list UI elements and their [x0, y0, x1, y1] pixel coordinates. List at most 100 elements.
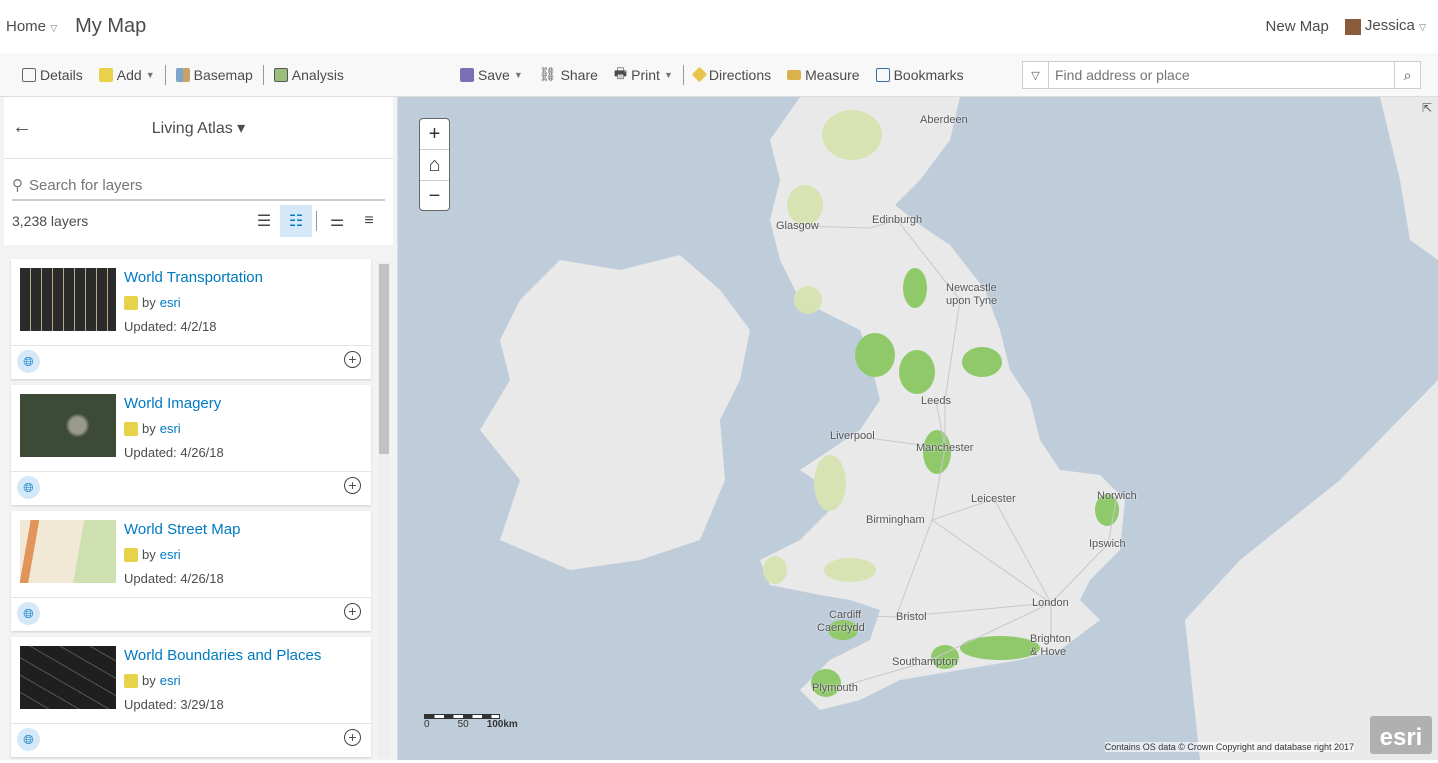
globe-icon[interactable]: 🌐︎ — [17, 476, 40, 499]
layer-type-icon — [124, 421, 138, 436]
link-icon: ⛓ — [538, 66, 557, 82]
home-extent-button[interactable]: ⌂ — [420, 150, 449, 181]
layer-thumbnail[interactable] — [20, 646, 116, 709]
home-label: Home — [6, 17, 47, 35]
globe-icon[interactable]: 🌐︎ — [17, 350, 40, 373]
print-label: Print — [631, 66, 660, 83]
back-arrow-icon[interactable]: ← — [12, 116, 32, 138]
panel-search: ⚲ 3,238 layers ☰ ☷ ⚌ ≡ — [4, 159, 393, 245]
scale-bar: 0 50 100km — [424, 714, 518, 730]
city-label: Cardiff — [829, 609, 862, 621]
globe-icon[interactable]: 🌐︎ — [17, 602, 40, 625]
updated-date: Updated: 4/26/18 — [124, 571, 224, 586]
zoom-out-button[interactable]: − — [428, 185, 441, 207]
search-button[interactable]: ⌕ — [1394, 62, 1420, 88]
add-layer-button[interactable]: + — [344, 729, 361, 746]
scale-label: 50 — [457, 719, 469, 730]
directions-button[interactable]: Directions — [686, 67, 779, 83]
layer-card: World Boundaries and Places by esri Updat… — [11, 637, 371, 757]
globe-icon[interactable]: 🌐︎ — [17, 728, 40, 751]
measure-button[interactable]: Measure — [779, 67, 867, 83]
basemap-label: Basemap — [193, 66, 253, 83]
owner-link[interactable]: esri — [159, 673, 181, 688]
share-button[interactable]: ⛓ Share — [531, 66, 606, 83]
by-label: by — [142, 421, 156, 436]
esri-logo[interactable]: esri — [1370, 716, 1432, 754]
directions-label: Directions — [708, 66, 772, 83]
by-label: by — [142, 295, 156, 310]
by-label: by — [142, 673, 156, 688]
layer-type-icon — [124, 547, 138, 562]
layer-thumbnail[interactable] — [20, 394, 116, 457]
city-label: Brighton — [1030, 633, 1071, 645]
search-source-dropdown[interactable]: ▽ — [1023, 62, 1049, 88]
detail-view-button[interactable]: ☷ — [280, 205, 312, 237]
layer-card: World Street Map by esri Updated: 4/26/18… — [11, 511, 371, 631]
layer-search-input[interactable] — [29, 176, 385, 194]
filter-button[interactable]: ⚌ — [329, 213, 345, 230]
address-search-input[interactable] — [1049, 62, 1394, 88]
chevron-down-icon: ▼ — [145, 69, 155, 80]
by-label: by — [142, 547, 156, 562]
city-label: Newcastle — [946, 282, 997, 294]
add-layer-button[interactable]: + — [344, 351, 361, 368]
expand-icon[interactable]: ⇱ — [1421, 101, 1432, 115]
layer-thumbnail[interactable] — [20, 268, 116, 331]
city-label: Leeds — [921, 395, 951, 407]
layer-owner: by esri — [124, 295, 181, 310]
city-label: Liverpool — [830, 430, 875, 442]
layer-owner: by esri — [124, 673, 181, 688]
print-button[interactable]: 🖶 Print ▼ — [606, 63, 681, 87]
analysis-label: Analysis — [291, 66, 344, 83]
layer-card: World Imagery by esri Updated: 4/26/18 🌐︎… — [11, 385, 371, 505]
layer-title[interactable]: World Imagery — [124, 395, 222, 412]
owner-link[interactable]: esri — [159, 421, 181, 436]
norway-land — [1380, 97, 1438, 260]
updated-date: Updated: 4/2/18 — [124, 319, 217, 334]
attribution[interactable]: Contains OS data © Crown Copyright and d… — [1104, 742, 1354, 752]
living-atlas-dropdown[interactable]: Living Atlas ▾ — [151, 119, 246, 137]
new-map-link[interactable]: New Map — [1265, 17, 1329, 35]
basemap-button[interactable]: Basemap — [168, 67, 261, 83]
city-label: Bristol — [896, 611, 927, 623]
add-icon — [98, 67, 113, 82]
scrollbar[interactable] — [378, 262, 390, 757]
owner-link[interactable]: esri — [159, 547, 181, 562]
add-button[interactable]: Add ▼ — [91, 67, 163, 83]
analysis-button[interactable]: Analysis — [266, 67, 352, 83]
city-label: Southampton — [892, 656, 958, 668]
layer-owner: by esri — [124, 547, 181, 562]
user-menu[interactable]: Jessica ▽ — [1344, 17, 1426, 35]
zoom-in-button[interactable]: + — [420, 119, 449, 150]
panel-header: ← Living Atlas ▾ — [4, 97, 393, 159]
city-label: Aberdeen — [920, 114, 968, 126]
chevron-down-icon: ▼ — [663, 69, 673, 80]
save-icon — [459, 67, 474, 82]
roads — [796, 219, 1118, 689]
city-label: London — [1032, 597, 1069, 609]
printer-icon: 🖶 — [613, 64, 628, 81]
home-menu[interactable]: Home ▽ — [6, 18, 57, 35]
sort-button[interactable]: ≡ — [364, 212, 374, 229]
details-button[interactable]: Details — [14, 67, 91, 83]
layer-title[interactable]: World Street Map — [124, 521, 241, 538]
chevron-down-icon: ▽ — [50, 22, 58, 33]
divider — [164, 64, 166, 85]
layer-owner: by esri — [124, 421, 181, 436]
list-view-button[interactable]: ☰ — [256, 213, 272, 230]
layer-type-icon — [124, 295, 138, 310]
scale-bar-graphic — [424, 714, 500, 719]
map-view[interactable]: Aberdeen Edinburgh Glasgow Newcastle upo… — [398, 97, 1438, 760]
layer-list: World Transportation by esri Updated: 4/2… — [11, 259, 371, 763]
layer-title[interactable]: World Boundaries and Places — [124, 647, 322, 664]
layer-title[interactable]: World Transportation — [124, 269, 263, 286]
city-label: Caerdydd — [817, 622, 865, 634]
parks-light — [763, 110, 882, 584]
owner-link[interactable]: esri — [159, 295, 181, 310]
add-layer-button[interactable]: + — [344, 477, 361, 494]
add-layer-button[interactable]: + — [344, 603, 361, 620]
save-button[interactable]: Save ▼ — [452, 67, 531, 83]
layer-thumbnail[interactable] — [20, 520, 116, 583]
scrollbar-thumb[interactable] — [379, 264, 389, 454]
bookmarks-button[interactable]: Bookmarks — [868, 67, 972, 83]
